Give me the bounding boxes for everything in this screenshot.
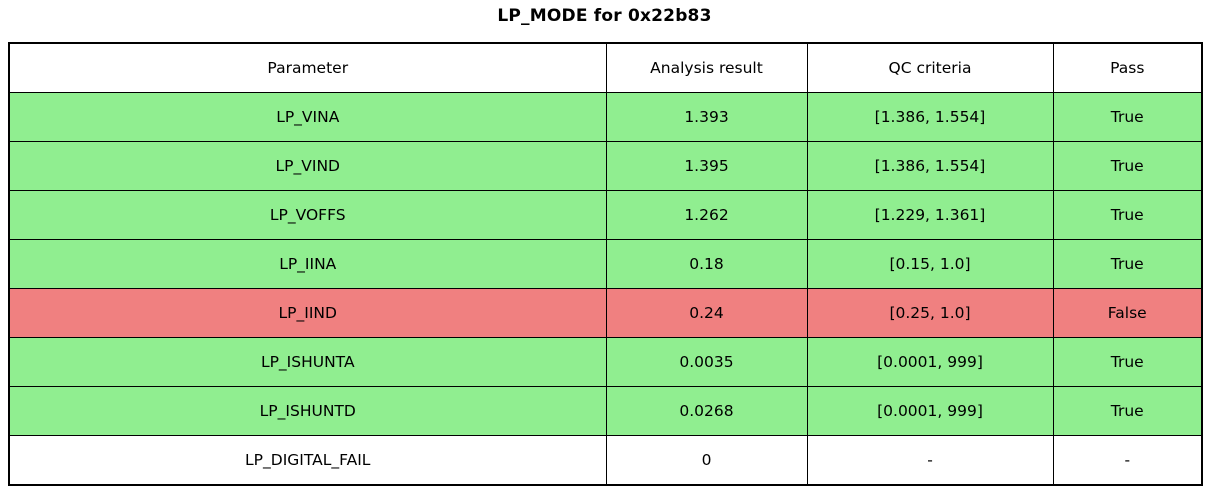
cell-analysis-result: 0.18 <box>605 239 808 289</box>
cell-parameter: LP_ISHUNTD <box>8 386 607 436</box>
column-header-parameter: Parameter <box>8 42 607 93</box>
table-header: Parameter Analysis result QC criteria Pa… <box>8 42 1203 93</box>
cell-pass: True <box>1052 386 1203 436</box>
table-row: LP_VINA 1.393 [1.386, 1.554] True <box>8 92 1203 142</box>
cell-parameter: LP_VINA <box>8 92 607 142</box>
cell-analysis-result: 1.262 <box>605 190 808 240</box>
cell-pass: True <box>1052 141 1203 191</box>
cell-qc-criteria: [0.25, 1.0] <box>806 288 1054 338</box>
cell-parameter: LP_IIND <box>8 288 607 338</box>
cell-qc-criteria: [1.386, 1.554] <box>806 92 1054 142</box>
table-row: LP_VIND 1.395 [1.386, 1.554] True <box>8 141 1203 191</box>
cell-qc-criteria: - <box>806 435 1054 486</box>
table-row: LP_DIGITAL_FAIL 0 - - <box>8 435 1203 486</box>
cell-pass: - <box>1052 435 1203 486</box>
cell-analysis-result: 1.393 <box>605 92 808 142</box>
table-row: LP_ISHUNTA 0.0035 [0.0001, 999] True <box>8 337 1203 387</box>
table-body: LP_VINA 1.393 [1.386, 1.554] True LP_VIN… <box>8 92 1203 486</box>
table-row: LP_ISHUNTD 0.0268 [0.0001, 999] True <box>8 386 1203 436</box>
cell-pass: True <box>1052 92 1203 142</box>
cell-analysis-result: 0.24 <box>605 288 808 338</box>
cell-pass: True <box>1052 337 1203 387</box>
table-row: LP_VOFFS 1.262 [1.229, 1.361] True <box>8 190 1203 240</box>
header-row: Parameter Analysis result QC criteria Pa… <box>8 42 1203 93</box>
qc-results-table: Parameter Analysis result QC criteria Pa… <box>8 42 1203 486</box>
cell-qc-criteria: [0.15, 1.0] <box>806 239 1054 289</box>
figure-title: LP_MODE for 0x22b83 <box>497 6 712 26</box>
cell-qc-criteria: [0.0001, 999] <box>806 386 1054 436</box>
cell-qc-criteria: [1.386, 1.554] <box>806 141 1054 191</box>
cell-pass: True <box>1052 239 1203 289</box>
cell-parameter: LP_IINA <box>8 239 607 289</box>
table-row: LP_IIND 0.24 [0.25, 1.0] False <box>8 288 1203 338</box>
cell-parameter: LP_VOFFS <box>8 190 607 240</box>
cell-parameter: LP_VIND <box>8 141 607 191</box>
column-header-analysis-result: Analysis result <box>605 42 808 93</box>
column-header-qc-criteria: QC criteria <box>806 42 1054 93</box>
cell-analysis-result: 1.395 <box>605 141 808 191</box>
cell-analysis-result: 0 <box>605 435 808 486</box>
cell-analysis-result: 0.0268 <box>605 386 808 436</box>
cell-parameter: LP_DIGITAL_FAIL <box>8 435 607 486</box>
cell-qc-criteria: [1.229, 1.361] <box>806 190 1054 240</box>
column-header-pass: Pass <box>1052 42 1203 93</box>
cell-analysis-result: 0.0035 <box>605 337 808 387</box>
cell-pass: True <box>1052 190 1203 240</box>
cell-qc-criteria: [0.0001, 999] <box>806 337 1054 387</box>
table-row: LP_IINA 0.18 [0.15, 1.0] True <box>8 239 1203 289</box>
cell-pass: False <box>1052 288 1203 338</box>
cell-parameter: LP_ISHUNTA <box>8 337 607 387</box>
